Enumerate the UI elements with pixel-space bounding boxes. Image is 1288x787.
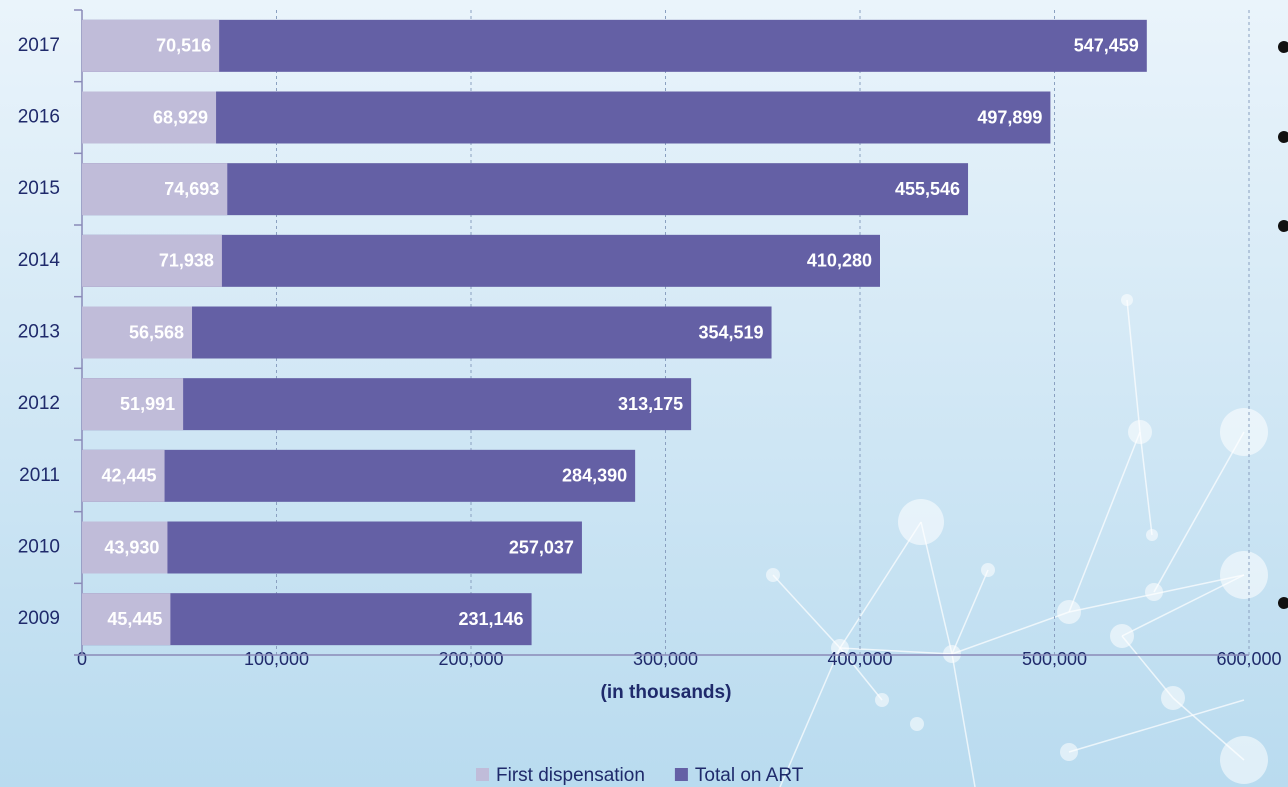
data-label: 313,175 [618, 394, 683, 414]
bar [82, 20, 1147, 72]
chart: 0100,000200,000300,000400,000500,000600,… [0, 0, 1288, 787]
data-label: 547,459 [1074, 36, 1139, 56]
y-tick-label: 2011 [19, 465, 60, 486]
data-label: 410,280 [807, 251, 872, 271]
x-tick-label: 400,000 [827, 649, 892, 669]
y-tick-label: 2013 [18, 322, 60, 343]
y-tick-label: 2017 [18, 35, 60, 56]
x-tick-label: 600,000 [1216, 649, 1281, 669]
y-tick-label: 2009 [18, 608, 60, 629]
data-label: 231,146 [459, 609, 524, 629]
data-label: 354,519 [698, 322, 763, 342]
legend-swatch [476, 768, 489, 781]
legend-label: First dispensation [496, 765, 645, 786]
x-tick-label: 500,000 [1022, 649, 1087, 669]
y-tick-label: 2015 [18, 178, 60, 199]
data-label: 42,445 [101, 466, 156, 486]
data-label: 56,568 [129, 322, 184, 342]
y-tick-label: 2010 [18, 537, 60, 558]
data-label: 45,445 [107, 609, 162, 629]
y-tick-label: 2012 [18, 393, 60, 414]
data-label: 70,516 [156, 36, 211, 56]
data-label: 71,938 [159, 251, 214, 271]
x-tick-label: 100,000 [244, 649, 309, 669]
y-tick-label: 2014 [18, 250, 61, 271]
bar [82, 450, 635, 502]
legend-swatch [675, 768, 688, 781]
data-label: 284,390 [562, 466, 627, 486]
x-tick-label: 200,000 [438, 649, 503, 669]
data-label: 68,929 [153, 107, 208, 127]
x-axis-label: (in thousands) [601, 682, 732, 703]
y-tick-label: 2016 [18, 107, 60, 128]
data-label: 51,991 [120, 394, 175, 414]
x-tick-label: 300,000 [633, 649, 698, 669]
data-label: 74,693 [164, 179, 219, 199]
legend-label: Total on ART [695, 765, 804, 786]
data-label: 43,930 [104, 537, 159, 557]
data-label: 455,546 [895, 179, 960, 199]
bar [82, 92, 1050, 144]
data-label: 497,899 [977, 107, 1042, 127]
data-label: 257,037 [509, 537, 574, 557]
